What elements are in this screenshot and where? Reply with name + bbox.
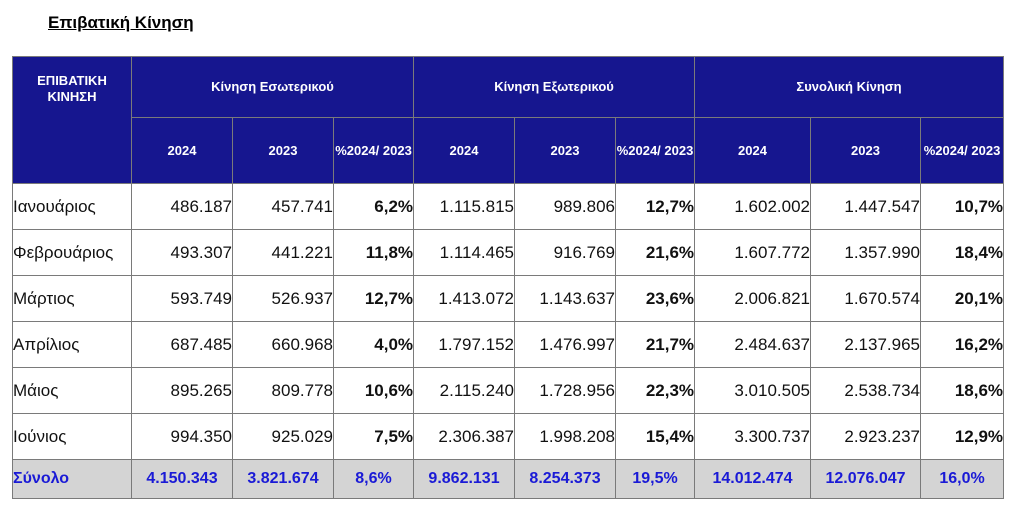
value-cell: 2.137.965: [810, 321, 922, 368]
total-cell: 14.012.474: [694, 459, 812, 499]
year-header-row: 2024 2023 %2024/ 2023 2024 2023 %2024/ 2…: [13, 117, 1005, 184]
total-row: Σύνολο 4.150.343 3.821.674 8,6% 9.862.13…: [12, 459, 1005, 499]
value-cell: 1.413.072: [413, 275, 516, 322]
group-header-total: Συνολική Κίνηση: [694, 56, 1005, 118]
value-cell: 916.769: [514, 229, 617, 276]
change-cell: 4,0%: [332, 321, 415, 368]
table-row: Μάρτιος 593.749 526.937 12,7% 1.413.072 1.143…: [12, 275, 1005, 322]
value-cell: 1.607.772: [694, 229, 812, 276]
month-cell: Απρίλιος: [12, 321, 132, 368]
value-cell: 493.307: [131, 229, 233, 276]
change-cell: 10,7%: [920, 183, 1005, 230]
value-cell: 2.115.240: [413, 367, 516, 414]
change-cell: 23,6%: [615, 275, 696, 322]
col-header-change: %2024/ 2023: [920, 117, 1005, 184]
change-cell: 15,4%: [615, 413, 696, 460]
value-cell: 925.029: [232, 413, 334, 460]
col-header-year: 2024: [131, 117, 233, 184]
value-cell: 3.300.737: [694, 413, 812, 460]
table-row: Απρίλιος 687.485 660.968 4,0% 1.797.152 1.476…: [12, 321, 1005, 368]
change-cell: 12,7%: [615, 183, 696, 230]
value-cell: 1.357.990: [810, 229, 922, 276]
value-cell: 989.806: [514, 183, 617, 230]
table-row: Φεβρουάριος 493.307 441.221 11,8% 1.114.465 9…: [12, 229, 1005, 276]
total-label: Σύνολο: [12, 459, 132, 499]
total-cell: 3.821.674: [232, 459, 334, 499]
total-cell: 12.076.047: [810, 459, 922, 499]
col-header-year: 2023: [232, 117, 334, 184]
value-cell: 2.306.387: [413, 413, 516, 460]
value-cell: 1.797.152: [413, 321, 516, 368]
value-cell: 593.749: [131, 275, 233, 322]
change-cell: 10,6%: [332, 367, 415, 414]
month-cell: Μάιος: [12, 367, 132, 414]
group-header-international: Κίνηση Εξωτερικού: [413, 56, 696, 118]
change-cell: 20,1%: [920, 275, 1005, 322]
value-cell: 3.010.505: [694, 367, 812, 414]
value-cell: 1.447.547: [810, 183, 922, 230]
change-cell: 11,8%: [332, 229, 415, 276]
total-cell: 19,5%: [615, 459, 696, 499]
value-cell: 1.114.465: [413, 229, 516, 276]
month-cell: Ιούνιος: [12, 413, 132, 460]
month-cell: Ιανουάριος: [12, 183, 132, 230]
col-header-year: 2024: [413, 117, 516, 184]
total-cell: 9.862.131: [413, 459, 516, 499]
change-cell: 7,5%: [332, 413, 415, 460]
col-header-year: 2024: [694, 117, 812, 184]
total-cell: 16,0%: [920, 459, 1005, 499]
change-cell: 12,9%: [920, 413, 1005, 460]
value-cell: 1.476.997: [514, 321, 617, 368]
change-cell: 22,3%: [615, 367, 696, 414]
change-cell: 18,6%: [920, 367, 1005, 414]
value-cell: 809.778: [232, 367, 334, 414]
value-cell: 687.485: [131, 321, 233, 368]
change-cell: 18,4%: [920, 229, 1005, 276]
value-cell: 2.538.734: [810, 367, 922, 414]
value-cell: 1.602.002: [694, 183, 812, 230]
table-row: Ιούνιος 994.350 925.029 7,5% 2.306.387 1.998.…: [12, 413, 1005, 460]
table-row: Ιανουάριος 486.187 457.741 6,2% 1.115.815 989…: [12, 183, 1005, 230]
value-cell: 457.741: [232, 183, 334, 230]
col-header-year: 2023: [810, 117, 922, 184]
total-cell: 8,6%: [332, 459, 415, 499]
change-cell: 21,6%: [615, 229, 696, 276]
value-cell: 1.115.815: [413, 183, 516, 230]
corner-header: ΕΠΙΒΑΤΙΚΗ ΚΙΝΗΣΗ: [12, 56, 132, 184]
value-cell: 895.265: [131, 367, 233, 414]
month-cell: Φεβρουάριος: [12, 229, 132, 276]
page-title: Επιβατική Κίνηση: [48, 13, 194, 32]
value-cell: 526.937: [232, 275, 334, 322]
passenger-traffic-table: ΕΠΙΒΑΤΙΚΗ ΚΙΝΗΣΗ Κίνηση Εσωτερικού Κίνησ…: [12, 56, 1005, 499]
value-cell: 1.728.956: [514, 367, 617, 414]
value-cell: 1.143.637: [514, 275, 617, 322]
value-cell: 994.350: [131, 413, 233, 460]
value-cell: 660.968: [232, 321, 334, 368]
change-cell: 6,2%: [332, 183, 415, 230]
value-cell: 2.006.821: [694, 275, 812, 322]
value-cell: 486.187: [131, 183, 233, 230]
total-cell: 8.254.373: [514, 459, 617, 499]
change-cell: 21,7%: [615, 321, 696, 368]
table-row: Μάιος 895.265 809.778 10,6% 2.115.240 1.728.9…: [12, 367, 1005, 414]
col-header-change: %2024/ 2023: [615, 117, 696, 184]
value-cell: 441.221: [232, 229, 334, 276]
value-cell: 2.484.637: [694, 321, 812, 368]
value-cell: 1.670.574: [810, 275, 922, 322]
total-cell: 4.150.343: [131, 459, 233, 499]
group-header-row: ΕΠΙΒΑΤΙΚΗ ΚΙΝΗΣΗ Κίνηση Εσωτερικού Κίνησ…: [12, 56, 1005, 184]
change-cell: 16,2%: [920, 321, 1005, 368]
col-header-year: 2023: [514, 117, 617, 184]
value-cell: 2.923.237: [810, 413, 922, 460]
value-cell: 1.998.208: [514, 413, 617, 460]
group-header-domestic: Κίνηση Εσωτερικού: [130, 56, 415, 118]
month-cell: Μάρτιος: [12, 275, 132, 322]
col-header-change: %2024/ 2023: [332, 117, 415, 184]
change-cell: 12,7%: [332, 275, 415, 322]
